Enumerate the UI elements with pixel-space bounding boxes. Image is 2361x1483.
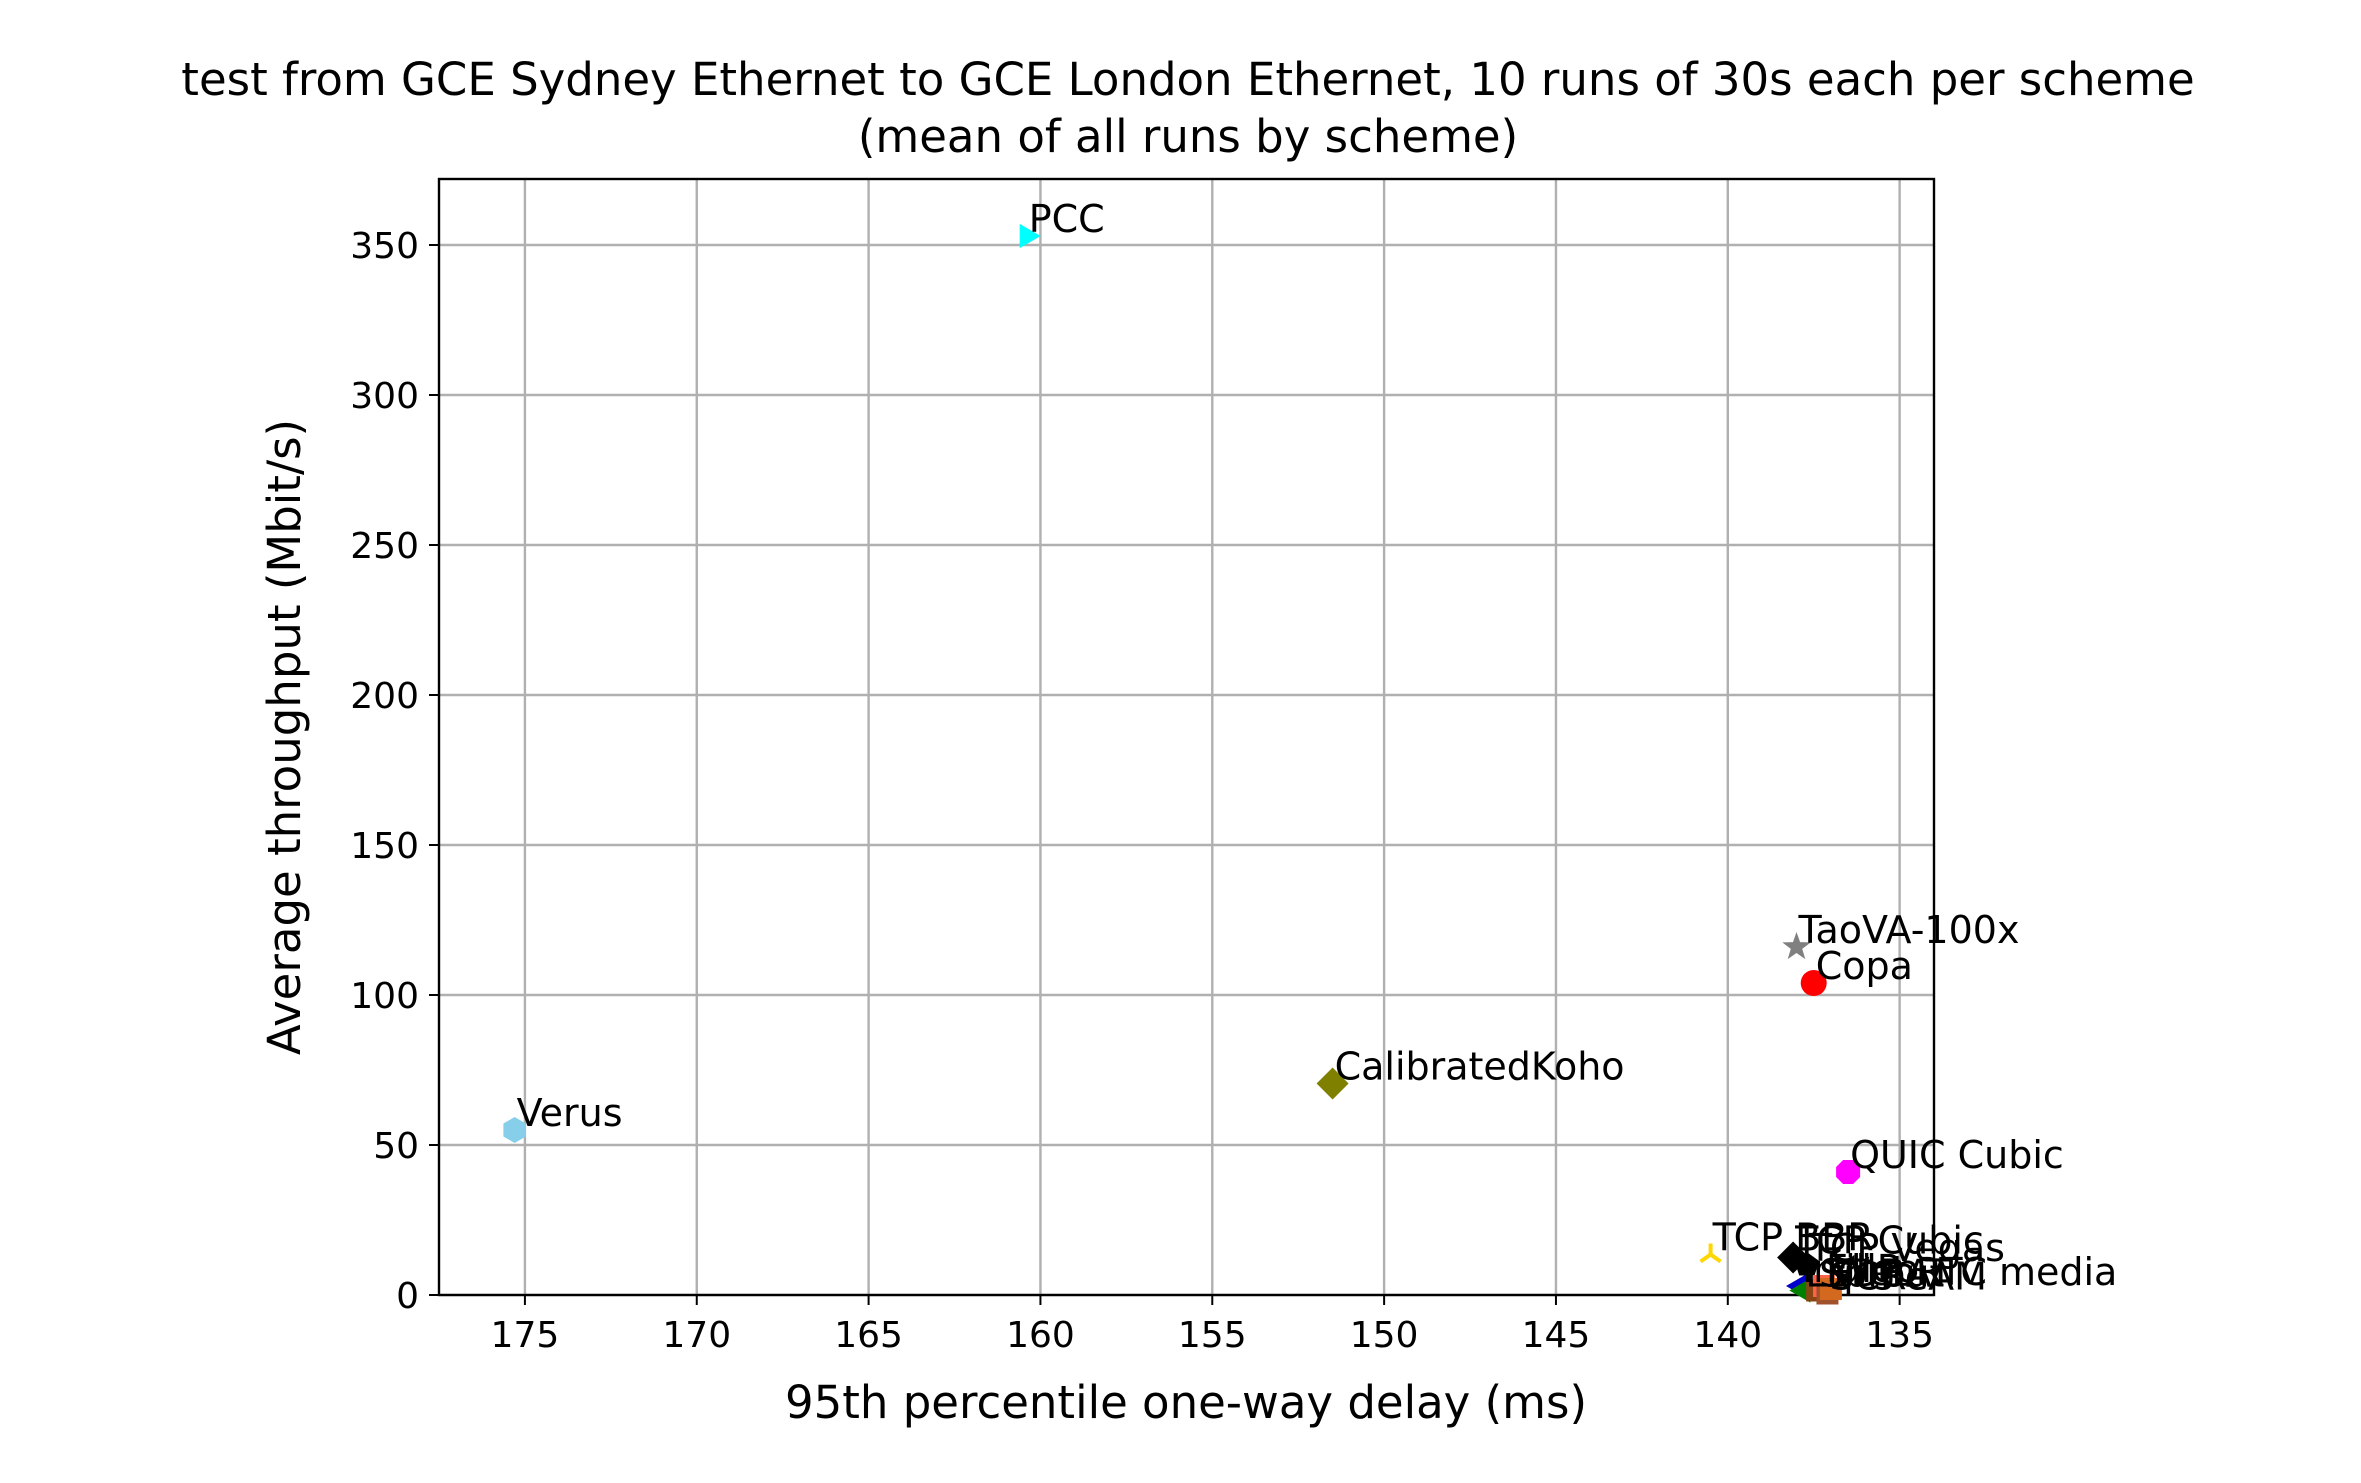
point-quic-cubic — [1836, 1160, 1861, 1184]
x-axis-label: 95th percentile one-way delay (ms) — [785, 1376, 1587, 1429]
point-copa — [1800, 970, 1827, 996]
point-ledbat — [1789, 1278, 1811, 1303]
y-tick-label: 350 — [350, 226, 419, 267]
x-tick-label: 160 — [1006, 1315, 1075, 1356]
point-calibratedkoho-label: CalibratedKoho — [1335, 1045, 1625, 1089]
point-calibratedkoho — [1316, 1067, 1349, 1100]
x-tick-label: 150 — [1350, 1315, 1419, 1356]
y-tick-label: 250 — [350, 526, 419, 567]
y-tick-label: 0 — [396, 1276, 419, 1317]
point-copa-label: Copa — [1816, 944, 1913, 988]
point-webrtc-media — [1819, 1278, 1842, 1300]
x-tick-label: 155 — [1178, 1315, 1247, 1356]
point-taova-100x — [1782, 932, 1811, 960]
y-tick-label: 100 — [350, 976, 419, 1017]
point-verus — [503, 1117, 526, 1143]
y-tick-label: 300 — [350, 376, 419, 417]
point-tcp-bbr — [1699, 1243, 1722, 1264]
x-tick-label: 165 — [834, 1315, 903, 1356]
point-scream-label: SCReAM — [1829, 1255, 1987, 1299]
point-tcp-cubic-label: TCP Cubic — [1794, 1219, 1984, 1263]
point-verus-label: Verus — [517, 1091, 623, 1135]
point-sprout-label: Sprout — [1819, 1252, 1944, 1296]
x-tick-label: 135 — [1865, 1315, 1934, 1356]
point-tcp-bbr-label: TCP BBR — [1712, 1216, 1874, 1260]
point-ledbat-label: LEDBAT — [1805, 1252, 1953, 1296]
point-quic-cubic-label: QUIC Cubic — [1850, 1133, 2064, 1177]
plot-frame — [437, 177, 1936, 1297]
point-pcc-label: PCC — [1029, 197, 1105, 241]
grid — [439, 179, 1934, 1297]
y-axis-label: Average throughput (Mbit/s) — [258, 419, 311, 1055]
x-tick-label: 140 — [1693, 1315, 1762, 1356]
x-tick-label: 170 — [662, 1315, 731, 1356]
y-tick-label: 200 — [350, 676, 419, 717]
chart-title: test from GCE Sydney Ethernet to GCE Lon… — [181, 53, 2194, 106]
point-tcp-vegas-label: TCP Vegas — [1808, 1226, 2005, 1270]
x-tick-label: 145 — [1522, 1315, 1591, 1356]
point-tcp-vegas — [1794, 1252, 1820, 1276]
axis-ticks: 175 170 165 160 155 150 145 140 135 0 50 100 150 200 2… — [350, 226, 1934, 1356]
point-taova-100x-label: TaoVA-100x — [1798, 908, 2020, 952]
point-fillp-label: FillP — [1826, 1247, 1900, 1291]
y-tick-label: 50 — [373, 1126, 419, 1167]
chart-subtitle: (mean of all runs by scheme) — [858, 110, 1518, 163]
y-tick-label: 150 — [350, 826, 419, 867]
point-webrtc-media-label: WebRTC media — [1833, 1250, 2117, 1294]
point-pcc — [1019, 223, 1041, 249]
point-indigo-label: Indigo — [1802, 1247, 1919, 1291]
x-tick-label: 175 — [491, 1315, 560, 1356]
data-points — [503, 223, 1861, 1305]
